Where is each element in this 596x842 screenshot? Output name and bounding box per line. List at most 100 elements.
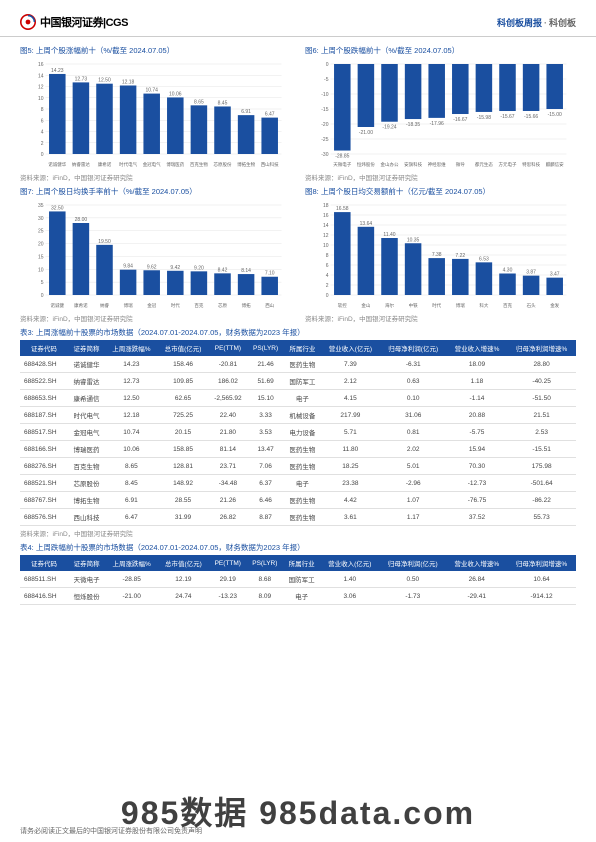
svg-text:11.40: 11.40 bbox=[383, 232, 395, 238]
table-cell: 1.40 bbox=[320, 571, 379, 588]
cgs-logo-icon bbox=[20, 14, 36, 30]
table-cell: 21.26 bbox=[208, 492, 247, 509]
svg-text:海尔: 海尔 bbox=[385, 302, 394, 309]
svg-text:8.14: 8.14 bbox=[241, 268, 251, 274]
table-cell: -6.31 bbox=[380, 356, 447, 373]
svg-text:6: 6 bbox=[326, 263, 329, 269]
table-cell: 金冠电气 bbox=[68, 424, 105, 441]
svg-text:10: 10 bbox=[323, 243, 329, 249]
svg-text:0: 0 bbox=[41, 152, 44, 158]
table-cell: 28.55 bbox=[158, 492, 209, 509]
svg-text:14: 14 bbox=[38, 73, 44, 79]
svg-text:10.06: 10.06 bbox=[169, 91, 182, 97]
table-cell: 13.47 bbox=[247, 441, 283, 458]
svg-text:特思科技: 特思科技 bbox=[522, 161, 540, 168]
table-cell: 21.51 bbox=[507, 407, 576, 424]
table-cell: 55.73 bbox=[507, 509, 576, 526]
svg-text:8.65: 8.65 bbox=[194, 99, 204, 105]
table-cell: 28.80 bbox=[507, 356, 576, 373]
svg-text:芯原: 芯原 bbox=[218, 302, 227, 308]
table-cell: -1.73 bbox=[379, 588, 446, 605]
svg-text:方元电子: 方元电子 bbox=[499, 161, 517, 168]
svg-text:芯原股份: 芯原股份 bbox=[214, 161, 232, 168]
svg-text:康希诺: 康希诺 bbox=[74, 302, 88, 309]
svg-text:7.38: 7.38 bbox=[432, 252, 442, 258]
svg-text:6: 6 bbox=[41, 118, 44, 124]
table-cell: 医药生物 bbox=[284, 492, 321, 509]
svg-text:天微电子: 天微电子 bbox=[333, 161, 351, 168]
page-header: 中国银河证券|CGS 科创板周报·科创板 bbox=[0, 0, 596, 37]
table-cell: -13.23 bbox=[209, 588, 247, 605]
table-header-cell: 所属行业 bbox=[284, 340, 321, 356]
header-subcategory: 科创板 bbox=[549, 18, 576, 28]
table-row: 688576.SH西山科技6.4731.9926.828.87医药生物3.611… bbox=[20, 509, 576, 526]
table-cell: 5.71 bbox=[321, 424, 380, 441]
table-header-cell: 上周涨跌幅% bbox=[105, 555, 158, 571]
svg-text:4: 4 bbox=[326, 273, 329, 279]
table-row: 688276.SH百克生物8.65128.8123.717.06医药生物18.2… bbox=[20, 458, 576, 475]
table-row: 688416.SH恒烁股份-21.0024.74-13.238.09电子3.06… bbox=[20, 588, 576, 605]
table-cell: -76.75 bbox=[447, 492, 508, 509]
chart-6-svg: -30-25-20-15-10-50-28.85天微电子-21.00恒炜股份-1… bbox=[305, 58, 576, 168]
logo-text: 中国银河证券|CGS bbox=[40, 14, 128, 30]
table-row: 688521.SH芯原股份8.45148.92-34.486.37电子23.38… bbox=[20, 475, 576, 492]
svg-text:博瑞: 博瑞 bbox=[124, 302, 133, 309]
table-cell: 诺诚健华 bbox=[68, 356, 105, 373]
svg-text:35: 35 bbox=[38, 203, 44, 209]
svg-text:-21.00: -21.00 bbox=[359, 130, 373, 136]
svg-text:金冠电气: 金冠电气 bbox=[143, 161, 161, 168]
table-cell: 51.69 bbox=[247, 373, 283, 390]
table-row: 688187.SH时代电气12.18725.2522.403.33机械设备217… bbox=[20, 407, 576, 424]
table-cell: 12.19 bbox=[158, 571, 209, 588]
svg-text:12.50: 12.50 bbox=[98, 78, 111, 84]
table-cell: 688522.SH bbox=[20, 373, 68, 390]
table-cell: 8.68 bbox=[247, 571, 283, 588]
svg-text:13.64: 13.64 bbox=[360, 221, 373, 227]
svg-text:安旗科技: 安旗科技 bbox=[404, 161, 422, 168]
table-cell: 国防军工 bbox=[284, 373, 321, 390]
table-cell: 天微电子 bbox=[68, 571, 105, 588]
svg-text:博拓: 博拓 bbox=[242, 302, 251, 309]
svg-text:-18.35: -18.35 bbox=[406, 122, 420, 128]
svg-text:19.50: 19.50 bbox=[98, 239, 111, 245]
table-cell: 688511.SH bbox=[20, 571, 68, 588]
svg-text:石头: 石头 bbox=[527, 302, 536, 309]
table-header-cell: 证券代码 bbox=[20, 340, 68, 356]
table-cell: 37.52 bbox=[447, 509, 508, 526]
table-cell: 26.82 bbox=[208, 509, 247, 526]
table-cell: -86.22 bbox=[507, 492, 576, 509]
table-header-cell: PS(LYR) bbox=[247, 555, 283, 571]
svg-text:28.00: 28.00 bbox=[75, 217, 88, 223]
table-cell: 医药生物 bbox=[284, 458, 321, 475]
table-cell: 128.81 bbox=[158, 458, 209, 475]
table-cell: 688576.SH bbox=[20, 509, 68, 526]
svg-text:10.35: 10.35 bbox=[407, 237, 420, 243]
svg-text:博瑞: 博瑞 bbox=[456, 302, 465, 309]
chart-8-svg: 02468101214161816.58软控13.64金山11.40海尔10.3… bbox=[305, 199, 576, 309]
svg-text:恒炜股份: 恒炜股份 bbox=[357, 161, 375, 168]
table-cell: -29.41 bbox=[446, 588, 507, 605]
table-cell: 688653.SH bbox=[20, 390, 68, 407]
table-cell: 22.40 bbox=[208, 407, 247, 424]
svg-text:西山: 西山 bbox=[265, 302, 274, 309]
table-row: 688511.SH天微电子-28.8512.1929.198.68国防军工1.4… bbox=[20, 571, 576, 588]
svg-text:9.20: 9.20 bbox=[194, 265, 204, 271]
svg-text:金冠: 金冠 bbox=[147, 302, 156, 309]
svg-text:时代: 时代 bbox=[432, 302, 441, 309]
table-cell: 医药生物 bbox=[284, 356, 321, 373]
svg-text:8: 8 bbox=[326, 253, 329, 259]
svg-text:时代: 时代 bbox=[171, 302, 180, 309]
table-cell: 725.25 bbox=[158, 407, 209, 424]
svg-text:6.91: 6.91 bbox=[241, 109, 251, 115]
table-header-cell: PS(LYR) bbox=[247, 340, 283, 356]
table-cell: 电力设备 bbox=[284, 424, 321, 441]
table-cell: 0.10 bbox=[380, 390, 447, 407]
svg-text:4: 4 bbox=[41, 130, 44, 136]
table-cell: 6.91 bbox=[105, 492, 158, 509]
table-cell: 0.63 bbox=[380, 373, 447, 390]
svg-text:金山: 金山 bbox=[361, 302, 370, 309]
svg-text:30: 30 bbox=[38, 216, 44, 222]
svg-text:-30: -30 bbox=[321, 152, 328, 158]
svg-text:2: 2 bbox=[326, 283, 329, 289]
table-cell: 电子 bbox=[283, 588, 320, 605]
